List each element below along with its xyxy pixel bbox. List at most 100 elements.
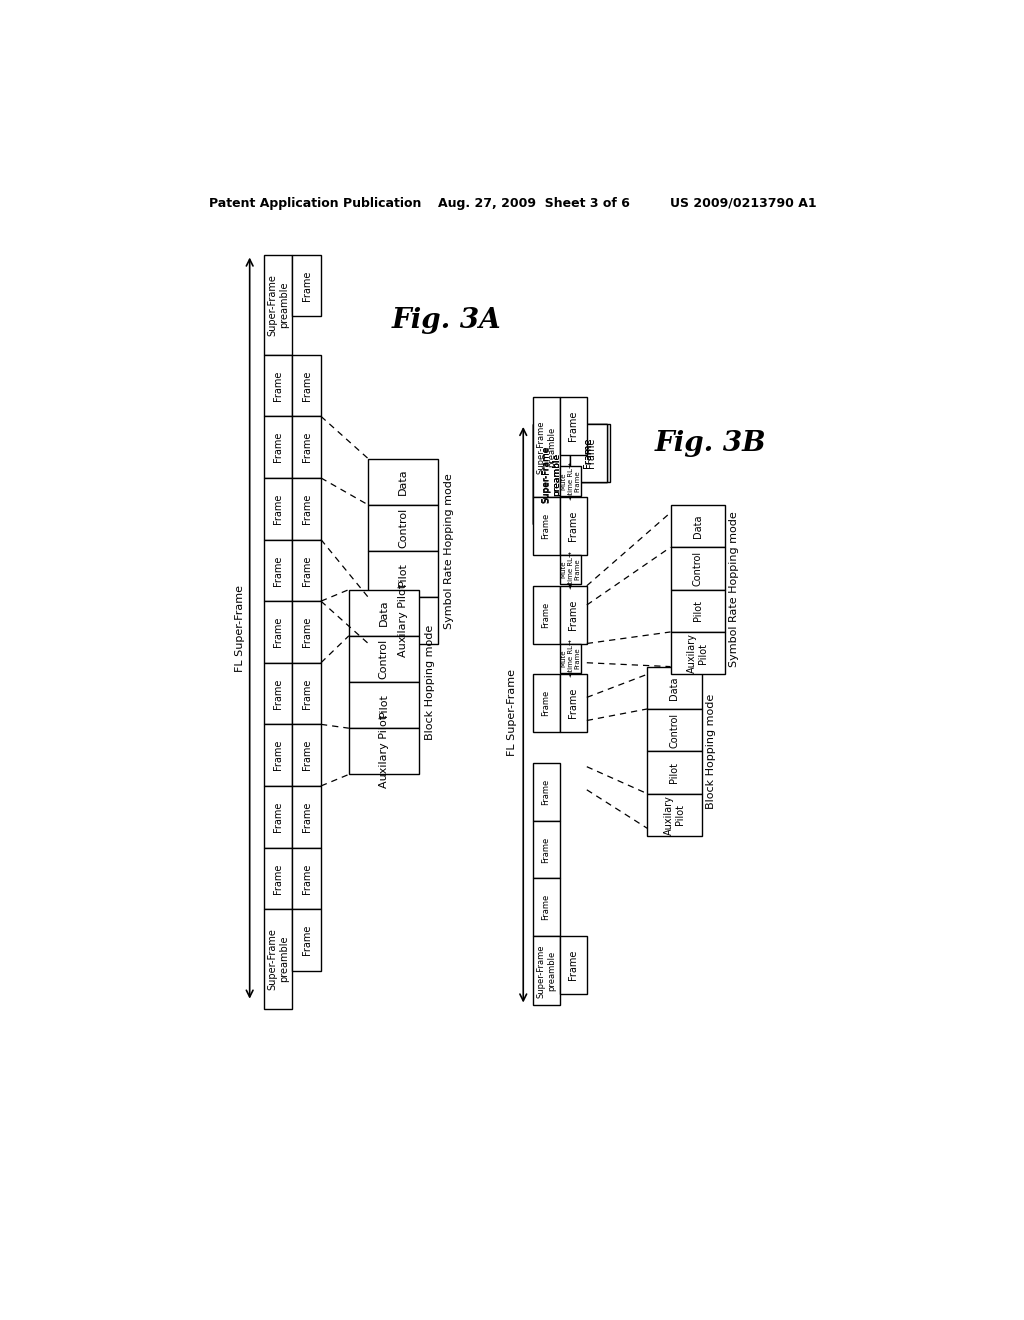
Text: Frame: Frame: [302, 678, 311, 709]
Text: Super-Frame
preamble: Super-Frame preamble: [537, 420, 556, 474]
Text: Mute
◄time RL→
Frame: Mute ◄time RL→ Frame: [560, 462, 581, 500]
Text: Frame: Frame: [568, 599, 579, 630]
Text: Mute
◄time RL→
Frame: Mute ◄time RL→ Frame: [560, 639, 581, 677]
Bar: [263, 478, 292, 540]
Bar: [571, 424, 610, 482]
Bar: [560, 397, 587, 455]
Text: Frame: Frame: [302, 863, 311, 894]
Text: Frame: Frame: [273, 863, 283, 894]
Text: Auxilary Pilot: Auxilary Pilot: [398, 583, 409, 657]
Bar: [369, 552, 438, 598]
Bar: [647, 667, 701, 709]
Bar: [560, 936, 587, 994]
Bar: [671, 590, 725, 632]
Bar: [671, 548, 725, 590]
Bar: [369, 459, 438, 506]
Text: Frame: Frame: [273, 801, 283, 832]
Bar: [349, 590, 419, 636]
Text: Control: Control: [692, 550, 702, 586]
Text: Block Hopping mode: Block Hopping mode: [707, 694, 716, 809]
Text: Frame: Frame: [542, 690, 551, 717]
Text: Frame: Frame: [302, 271, 311, 301]
Text: Data: Data: [670, 676, 679, 700]
Text: Frame: Frame: [584, 438, 593, 469]
Text: Frame: Frame: [584, 438, 593, 469]
Text: Control: Control: [398, 508, 409, 548]
Text: Symbol Rate Hopping mode: Symbol Rate Hopping mode: [729, 512, 739, 668]
Text: Super-Frame
preamble: Super-Frame preamble: [267, 273, 289, 335]
Bar: [263, 725, 292, 785]
Text: Patent Application Publication: Patent Application Publication: [209, 197, 422, 210]
Bar: [292, 663, 321, 725]
Text: Frame: Frame: [542, 602, 551, 628]
Text: Super-Frame
preamble: Super-Frame preamble: [542, 445, 561, 503]
Bar: [532, 424, 569, 524]
Text: Pilot: Pilot: [398, 562, 409, 586]
Text: Pilot: Pilot: [670, 762, 679, 783]
Bar: [532, 936, 560, 1006]
Bar: [532, 586, 560, 644]
Text: Pilot: Pilot: [379, 693, 389, 717]
Bar: [263, 255, 292, 355]
Bar: [292, 255, 321, 317]
Text: Control: Control: [670, 713, 679, 747]
Text: Frame: Frame: [302, 432, 311, 462]
Text: Control: Control: [379, 639, 389, 678]
Text: Frame: Frame: [302, 925, 311, 956]
Bar: [532, 878, 560, 936]
Text: Data: Data: [398, 469, 409, 495]
Text: Frame: Frame: [302, 616, 311, 647]
Text: Frame: Frame: [273, 494, 283, 524]
Bar: [292, 785, 321, 847]
Text: Frame: Frame: [542, 894, 551, 920]
Bar: [671, 504, 725, 548]
Bar: [292, 725, 321, 785]
Text: Fig. 3B: Fig. 3B: [655, 430, 767, 457]
Text: Super-Frame
preamble: Super-Frame preamble: [267, 928, 289, 990]
Bar: [263, 355, 292, 416]
Text: Data: Data: [692, 515, 702, 537]
Bar: [647, 793, 701, 836]
Bar: [560, 554, 582, 585]
Text: Data: Data: [379, 599, 389, 626]
Bar: [263, 601, 292, 663]
Bar: [647, 709, 701, 751]
Bar: [292, 909, 321, 970]
Text: Auxilary Pilot: Auxilary Pilot: [379, 714, 389, 788]
Bar: [292, 540, 321, 601]
Bar: [292, 416, 321, 478]
Text: FL Super-Frame: FL Super-Frame: [507, 669, 517, 756]
Bar: [532, 424, 571, 524]
Bar: [560, 675, 587, 733]
Text: Frame: Frame: [586, 438, 596, 469]
Text: Frame: Frame: [273, 678, 283, 709]
Bar: [560, 466, 582, 496]
Bar: [263, 785, 292, 847]
Bar: [569, 424, 607, 482]
Text: Aug. 27, 2009  Sheet 3 of 6: Aug. 27, 2009 Sheet 3 of 6: [438, 197, 630, 210]
Bar: [292, 478, 321, 540]
Text: Frame: Frame: [273, 371, 283, 401]
Text: Frame: Frame: [273, 741, 283, 771]
Text: Frame: Frame: [302, 741, 311, 771]
Text: Super-Frame
preamble: Super-Frame preamble: [542, 445, 561, 503]
Text: Auxilary
Pilot: Auxilary Pilot: [687, 634, 709, 673]
Text: Frame: Frame: [273, 616, 283, 647]
Text: Block Hopping mode: Block Hopping mode: [425, 624, 435, 739]
Text: Frame: Frame: [273, 556, 283, 586]
Text: Super-Frame
preamble: Super-Frame preamble: [543, 445, 561, 503]
Bar: [560, 644, 582, 673]
Bar: [532, 397, 560, 498]
Text: Frame: Frame: [568, 511, 579, 541]
Bar: [263, 540, 292, 601]
Bar: [569, 424, 607, 482]
Text: Frame: Frame: [302, 801, 311, 832]
Text: Frame: Frame: [542, 513, 551, 539]
Bar: [532, 763, 560, 821]
Text: Mute
◄time RL→
Frame: Mute ◄time RL→ Frame: [560, 550, 581, 589]
Text: Super-Frame
preamble: Super-Frame preamble: [537, 944, 556, 998]
Bar: [349, 729, 419, 775]
Bar: [349, 636, 419, 682]
Text: Frame: Frame: [568, 950, 579, 981]
Text: Auxilary
Pilot: Auxilary Pilot: [664, 795, 685, 834]
